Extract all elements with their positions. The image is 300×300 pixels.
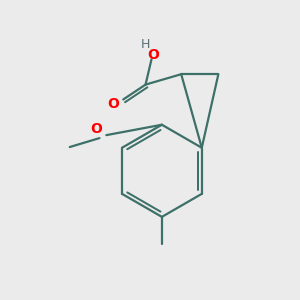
Text: O: O <box>91 122 102 136</box>
Text: O: O <box>107 97 119 111</box>
Text: O: O <box>147 48 159 62</box>
Text: H: H <box>141 38 150 51</box>
